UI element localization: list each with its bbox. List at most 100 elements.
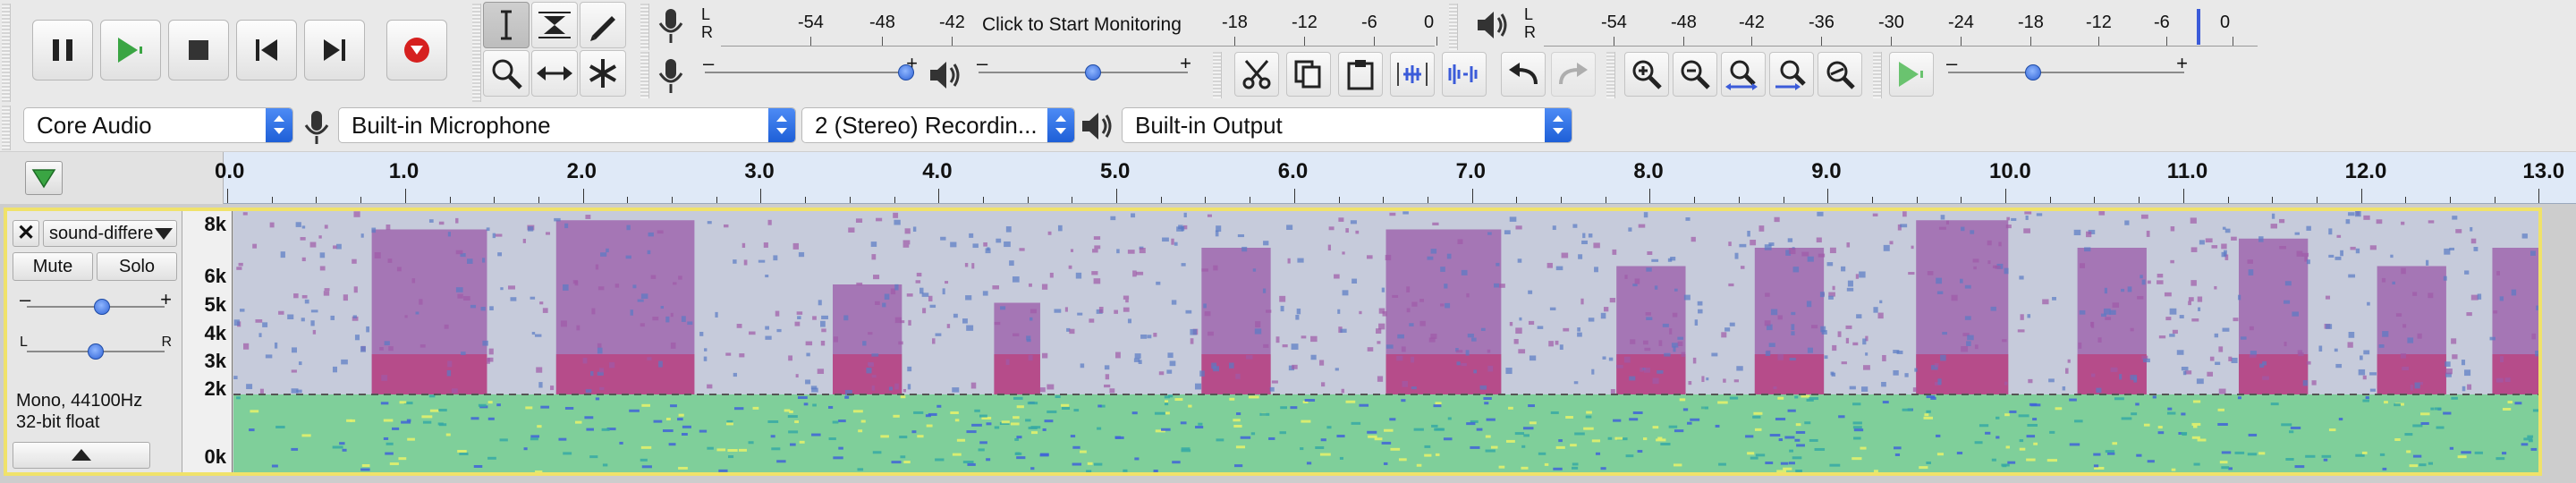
gain-min-label: –	[20, 288, 31, 310]
output-device-select[interactable]: Built-in Output	[1122, 107, 1572, 143]
spectrogram-speckle	[2461, 360, 2466, 366]
zoom-tool-button[interactable]	[483, 50, 530, 97]
record-volume-slider[interactable]: – +	[698, 54, 921, 89]
spectrogram-speckle	[1213, 265, 1218, 271]
spectrogram-speckle	[2240, 336, 2247, 340]
record-meter-microphone-icon[interactable]	[655, 5, 687, 49]
tools-toolbar-grip[interactable]	[472, 4, 481, 102]
record-button[interactable]	[386, 20, 447, 80]
solo-button[interactable]: Solo	[97, 252, 177, 281]
device-toolbar-grip[interactable]	[2, 106, 11, 150]
play-button[interactable]	[100, 20, 161, 80]
spectrogram-speckle	[2394, 403, 2401, 407]
spectrogram-speckle	[1385, 254, 1392, 261]
timeline-tick	[404, 189, 406, 203]
spectrogram-speckle	[2090, 321, 2094, 327]
spectrogram-speckle	[648, 232, 654, 237]
pause-button[interactable]	[32, 20, 93, 80]
spectrogram-speckle	[2258, 236, 2264, 242]
spectrogram-speckle	[383, 419, 394, 422]
playback-volume-slider[interactable]: – +	[971, 54, 1195, 89]
spectrogram-speckle	[2217, 408, 2224, 411]
gain-slider[interactable]: – +	[20, 288, 172, 324]
spectrogram-speckle	[1104, 365, 1110, 370]
spectrogram-speckle	[979, 414, 987, 418]
monitor-prompt[interactable]: Click to Start Monitoring	[979, 14, 1185, 36]
skip-start-button[interactable]	[236, 20, 297, 80]
time-shift-tool-button[interactable]	[531, 50, 578, 97]
track-menu-button[interactable]: sound-differe	[43, 220, 177, 247]
view-toolbar-grip[interactable]	[1606, 52, 1615, 98]
record-volume-thumb[interactable]	[898, 64, 914, 80]
copy-button[interactable]	[1286, 52, 1331, 97]
spectrogram-speckle	[1158, 371, 1165, 376]
close-track-button[interactable]: ✕	[13, 220, 39, 247]
playback-volume-thumb[interactable]	[1084, 64, 1101, 80]
spectrogram-speckle	[707, 384, 713, 389]
playback-meter-grip[interactable]	[1449, 4, 1458, 50]
undo-button[interactable]	[1501, 52, 1546, 97]
mute-button[interactable]: Mute	[13, 252, 93, 281]
zoom-toggle-button[interactable]	[1818, 52, 1862, 97]
spectrogram-speckle	[2211, 245, 2218, 249]
spectrogram-speckle	[2112, 442, 2118, 445]
track-name: sound-differe	[49, 224, 154, 243]
spectrogram-speckle	[332, 445, 343, 449]
spectrogram-speckle	[2018, 414, 2029, 418]
audio-host-select[interactable]: Core Audio	[23, 107, 293, 143]
zoom-in-button[interactable]	[1624, 52, 1669, 97]
spectrogram-speckle	[438, 221, 445, 225]
spectrogram-speckle	[1806, 398, 1814, 402]
spectrogram-speckle	[2026, 458, 2036, 462]
play-at-speed-grip[interactable]	[1873, 52, 1882, 98]
draw-tool-button[interactable]	[580, 2, 626, 48]
input-device-select[interactable]: Built-in Microphone	[338, 107, 796, 143]
edit-toolbar-grip[interactable]	[1213, 52, 1222, 98]
spectrogram-speckle	[1029, 283, 1032, 287]
timeline-ruler[interactable]: 0.0 1.0 2.0 3.0 4.0 5.0 6.0 7.0 8.0 9.0 10.0 11.0 12…	[0, 152, 2576, 204]
multi-tool-button[interactable]	[580, 50, 626, 97]
spectrogram-speckle	[1770, 309, 1778, 316]
spectrogram-speckle	[2502, 452, 2507, 455]
play-at-speed-button[interactable]	[1889, 52, 1934, 97]
selection-tool-button[interactable]	[483, 2, 530, 48]
play-at-speed-slider[interactable]: – +	[1941, 54, 2191, 89]
mixer-toolbar-grip[interactable]	[640, 52, 649, 98]
spectrogram[interactable]	[233, 211, 2538, 472]
collapse-track-button[interactable]	[13, 442, 150, 469]
paste-button[interactable]	[1338, 52, 1383, 97]
fit-selection-button[interactable]	[1721, 52, 1766, 97]
silence-audio-button[interactable]	[1442, 52, 1487, 97]
pan-thumb[interactable]	[88, 343, 104, 360]
spectrogram-speckle	[1572, 466, 1579, 470]
fit-project-button[interactable]	[1769, 52, 1814, 97]
audio-track[interactable]: ✕ sound-differe Mute Solo – + L R Mono,	[4, 208, 2542, 476]
timeline-tick	[1338, 197, 1340, 203]
spectrogram-speckle	[956, 438, 966, 442]
skip-end-button[interactable]	[304, 20, 365, 80]
envelope-tool-button[interactable]	[531, 2, 578, 48]
spectrogram-speckle	[1821, 330, 1827, 335]
trim-audio-button[interactable]	[1390, 52, 1435, 97]
stop-button[interactable]	[168, 20, 229, 80]
spectrogram-speckle	[360, 468, 370, 471]
timeline-options-button[interactable]	[25, 161, 63, 195]
transport-toolbar-grip[interactable]	[2, 4, 11, 102]
redo-button[interactable]	[1551, 52, 1596, 97]
meter-tick-mark	[2098, 37, 2099, 46]
spectrogram-speckle	[1013, 416, 1020, 419]
recording-channels-select[interactable]: 2 (Stereo) Recordin...	[801, 107, 1075, 143]
zoom-out-button[interactable]	[1673, 52, 1717, 97]
gain-thumb[interactable]	[93, 299, 110, 315]
record-meter-grip[interactable]	[640, 4, 649, 50]
spectrogram-speckle	[419, 299, 423, 305]
play-at-speed-thumb[interactable]	[2025, 64, 2042, 80]
spectrogram-speckle	[1515, 225, 1522, 230]
frequency-ruler[interactable]: 8k 6k 5k 4k 3k 2k 0k	[182, 211, 233, 472]
pan-slider[interactable]: L R	[20, 333, 172, 369]
cut-button[interactable]	[1234, 52, 1279, 97]
spectrogram-speckle	[765, 275, 769, 278]
playback-meter-speaker-icon[interactable]	[1474, 7, 1510, 47]
